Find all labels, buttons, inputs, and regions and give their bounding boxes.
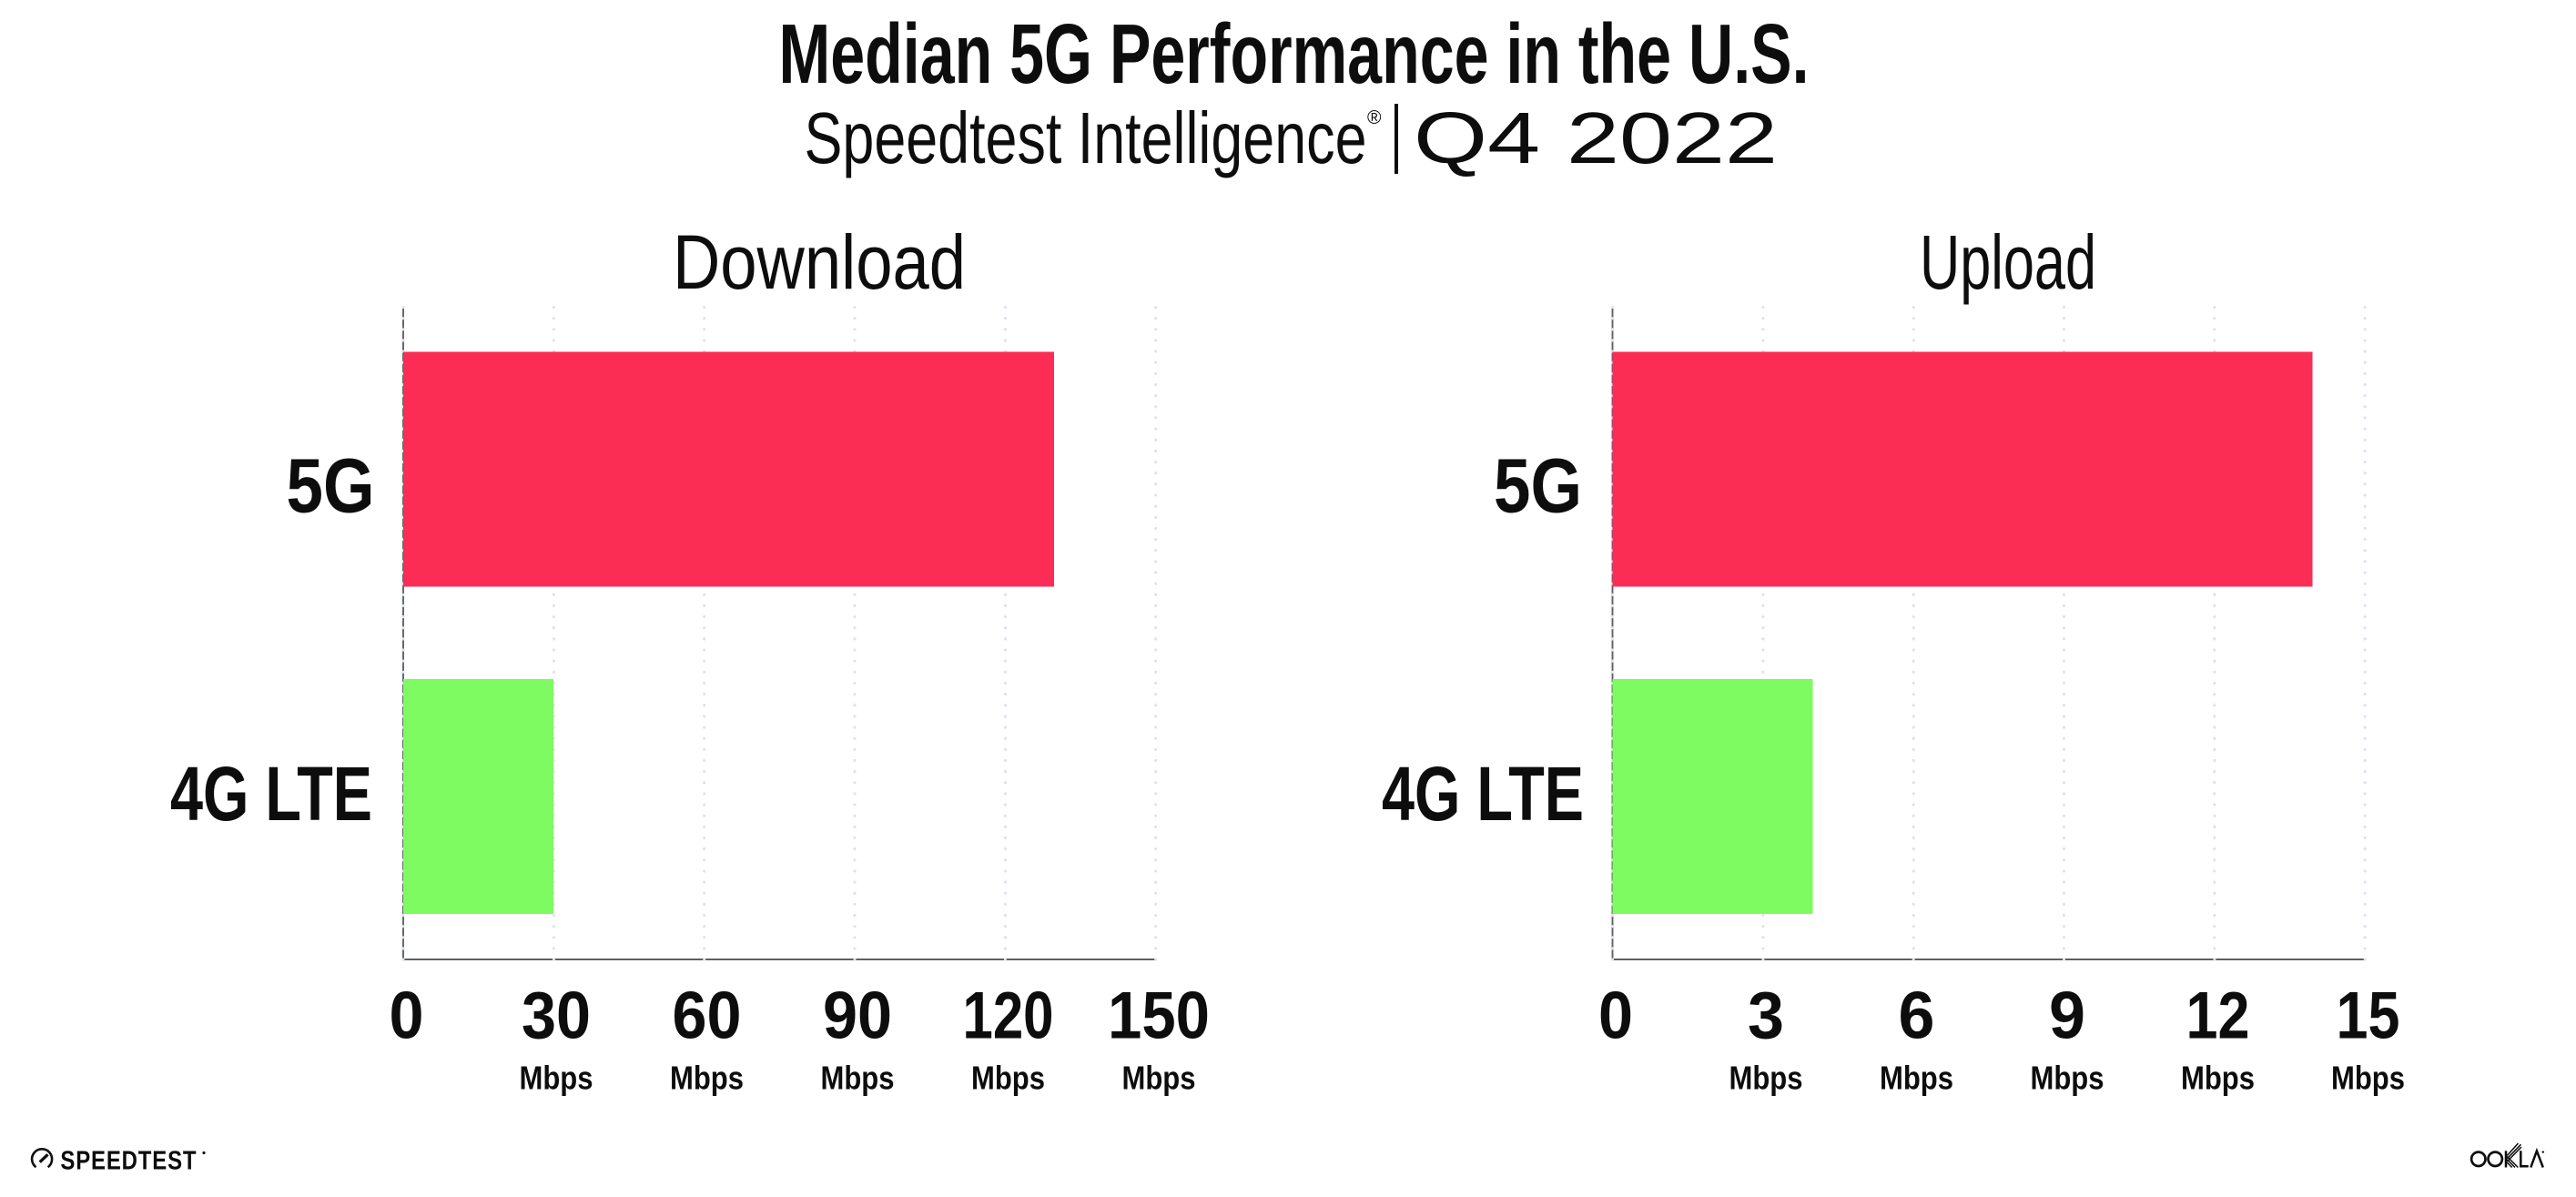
svg-text:0: 0 <box>390 979 424 1053</box>
svg-text:60: 60 <box>673 979 742 1053</box>
svg-text:Mbps: Mbps <box>2031 1060 2104 1097</box>
svg-text:Mbps: Mbps <box>821 1060 895 1097</box>
svg-text:3: 3 <box>1748 979 1784 1053</box>
svg-text:Mbps: Mbps <box>1880 1060 1953 1097</box>
svg-text:90: 90 <box>823 979 892 1053</box>
svg-text:0: 0 <box>1598 979 1633 1053</box>
svg-text:12: 12 <box>2186 979 2250 1053</box>
svg-text:6: 6 <box>1899 979 1935 1053</box>
svg-text:4G LTE: 4G LTE <box>1382 751 1584 837</box>
svg-text:Upload: Upload <box>1920 219 2096 305</box>
svg-text:Mbps: Mbps <box>971 1060 1045 1097</box>
svg-text:Download: Download <box>673 219 966 305</box>
svg-text:Mbps: Mbps <box>1122 1060 1196 1097</box>
svg-text:4G LTE: 4G LTE <box>170 751 372 837</box>
svg-text:®: ® <box>1367 107 1382 128</box>
svg-text:120: 120 <box>963 979 1054 1053</box>
svg-text:Mbps: Mbps <box>670 1060 744 1097</box>
svg-text:Median 5G Performance in the U: Median 5G Performance in the U.S. <box>779 6 1810 101</box>
svg-text:Mbps: Mbps <box>2331 1060 2405 1097</box>
svg-text:9: 9 <box>2049 979 2085 1053</box>
svg-text:150: 150 <box>1108 979 1210 1053</box>
svg-text:15: 15 <box>2337 979 2400 1053</box>
svg-text:SPEEDTEST: SPEEDTEST <box>60 1147 197 1176</box>
svg-text:Mbps: Mbps <box>1729 1060 1803 1097</box>
svg-text:Mbps: Mbps <box>2181 1060 2255 1097</box>
svg-text:Mbps: Mbps <box>520 1060 593 1097</box>
svg-text:5G: 5G <box>1494 443 1582 529</box>
svg-text:5G: 5G <box>287 443 375 529</box>
svg-text:Speedtest Intelligence: Speedtest Intelligence <box>805 97 1367 178</box>
svg-text:Q4 2022: Q4 2022 <box>1414 97 1778 178</box>
svg-text:30: 30 <box>522 979 591 1053</box>
